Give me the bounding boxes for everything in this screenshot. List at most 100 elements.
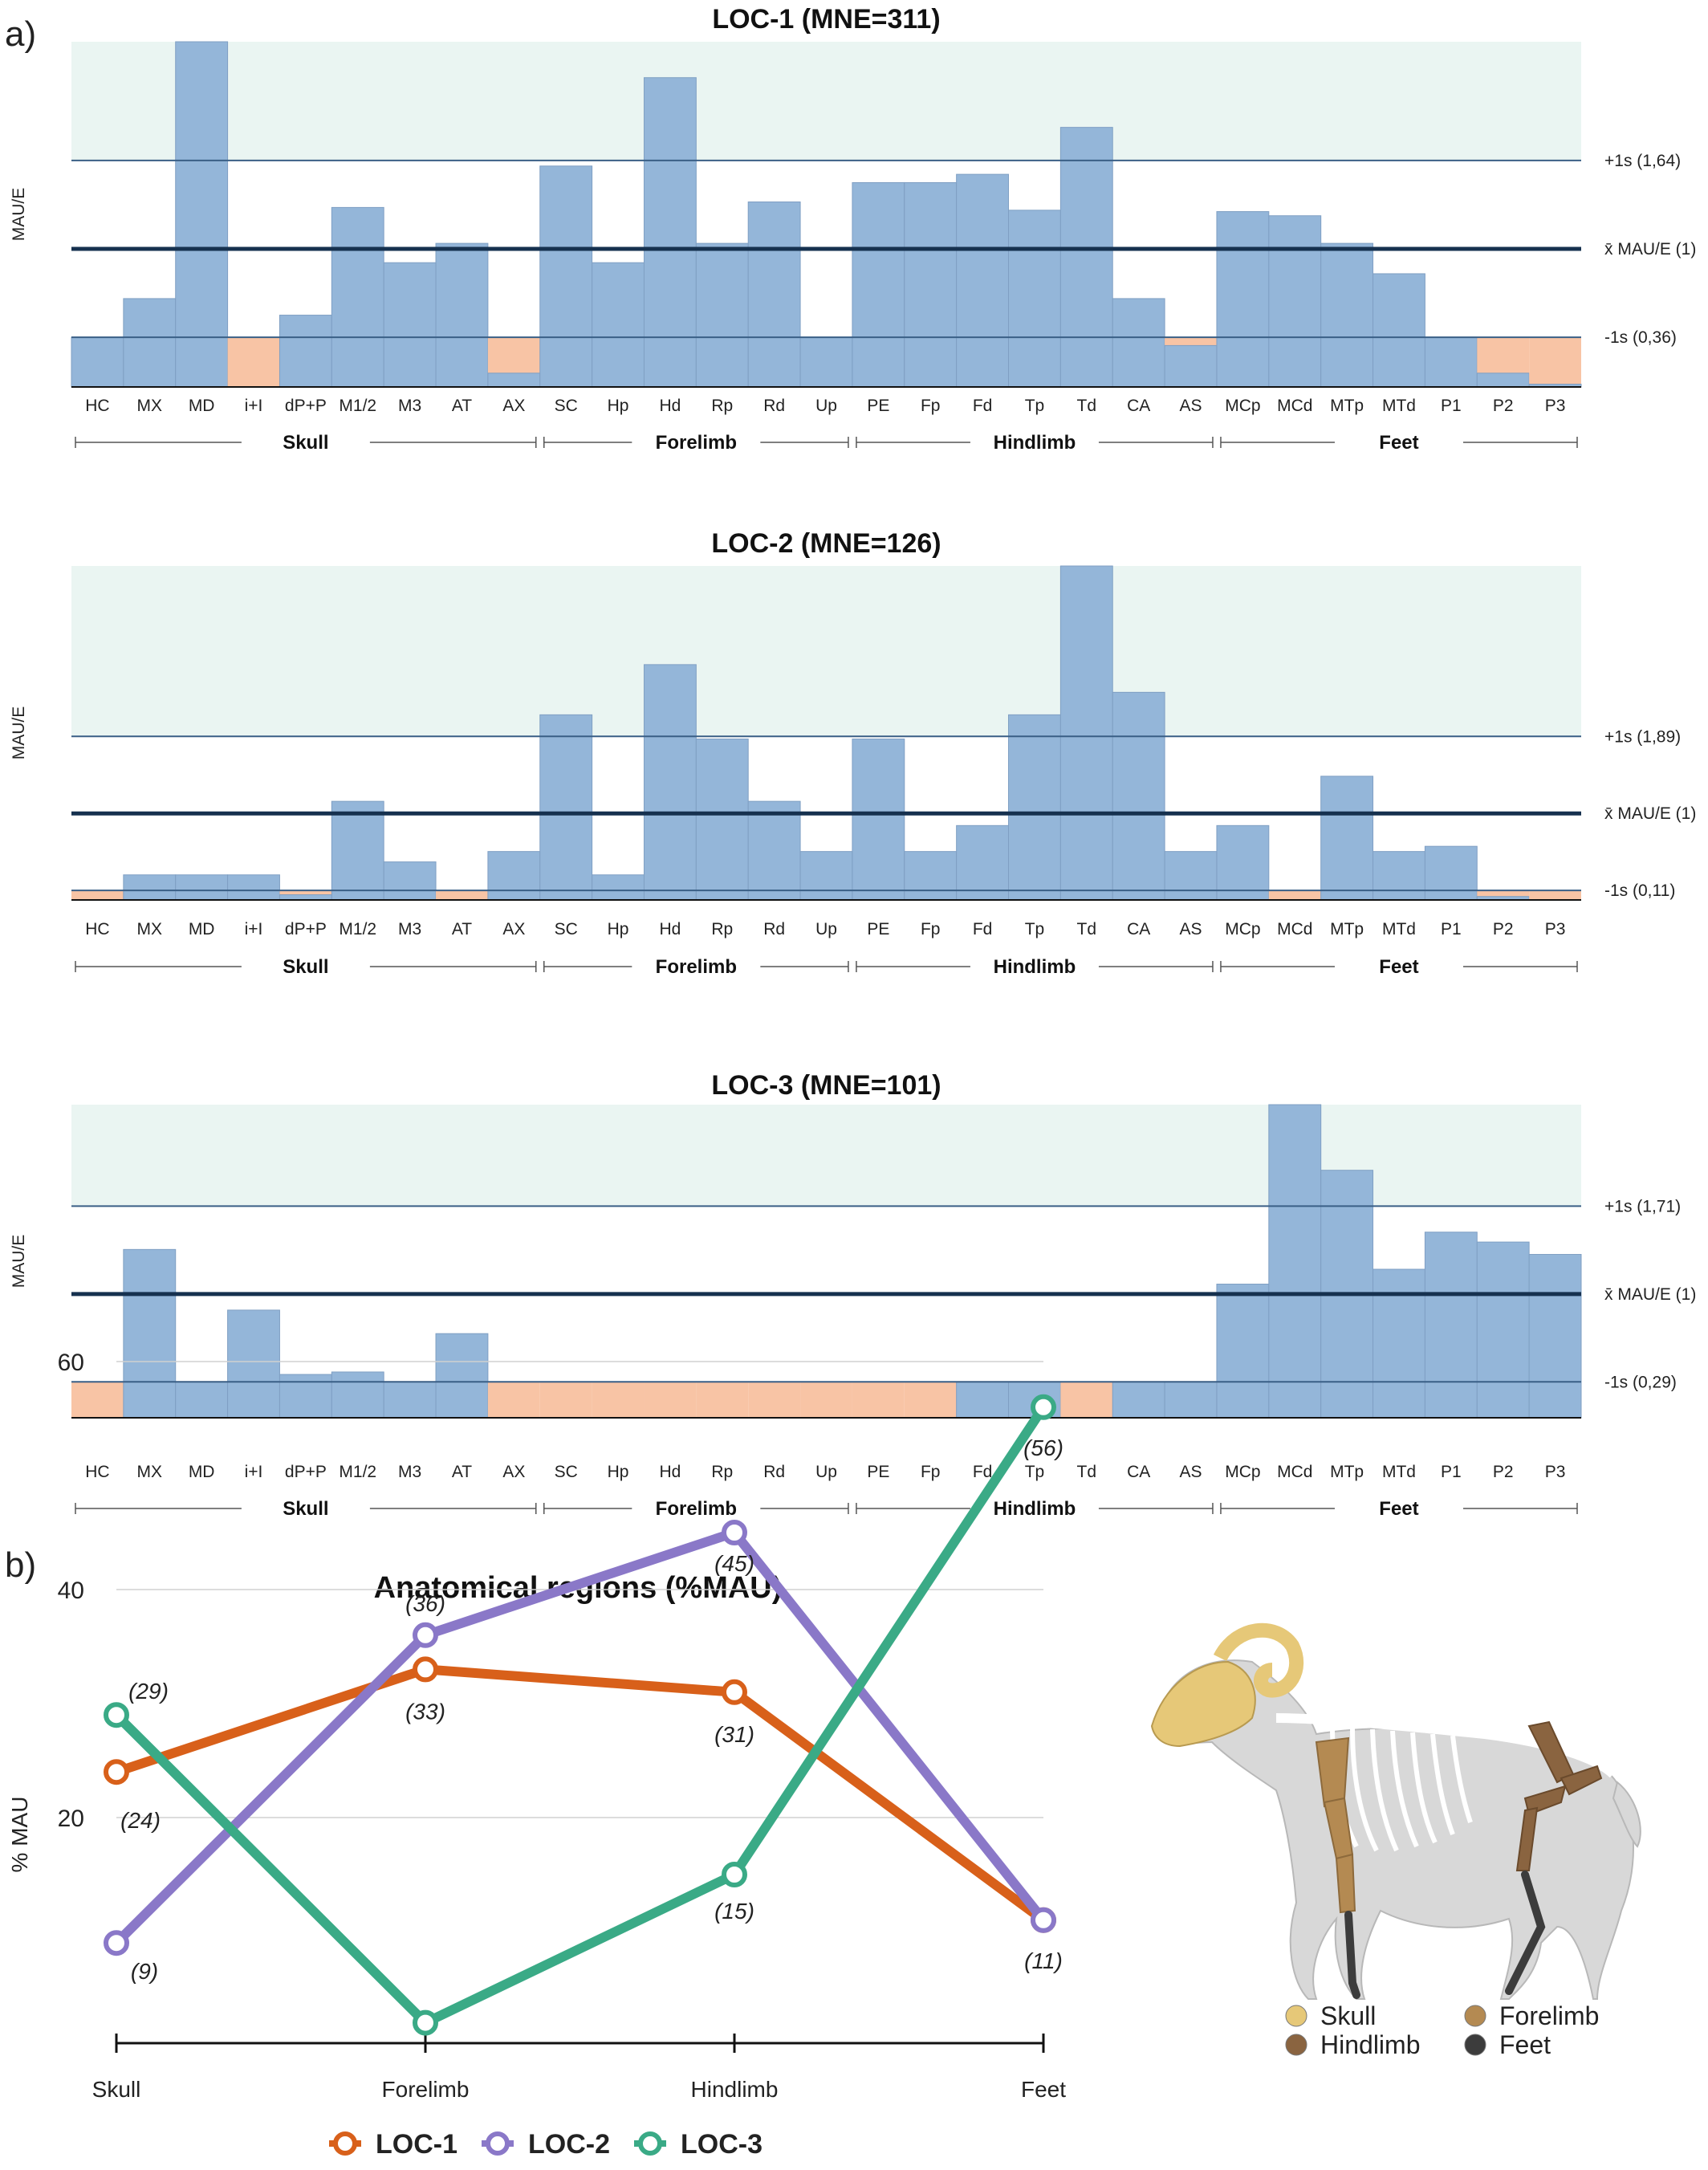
x-tick-label: MCd xyxy=(1277,1463,1312,1481)
x-tick-label: i+I xyxy=(245,920,263,938)
bar-Rd xyxy=(747,202,801,388)
bar-CA xyxy=(1112,691,1165,901)
bar-HC xyxy=(71,336,124,388)
x-tick-label: Hd xyxy=(659,397,681,415)
bar-panels: LOC-1 (MNE=311) MAU/E +1s (1,64) x̄ MAU/E (… xyxy=(10,4,1696,1520)
y-tick-label: 20 xyxy=(58,1806,84,1832)
below-minus-1s-marker-AX xyxy=(487,1382,540,1418)
data-point-LOC-3 xyxy=(104,1702,129,1728)
bar-MCd xyxy=(1268,215,1322,388)
x-tick-label: Hp xyxy=(608,920,629,938)
x-tick-label: AT xyxy=(452,1463,472,1481)
below-minus-1s-marker-P2 xyxy=(1477,890,1530,900)
hindlimb-bones xyxy=(1515,1720,1603,1871)
data-label: (11) xyxy=(1024,1948,1063,1973)
region-label-feet: Feet xyxy=(1379,956,1418,978)
below-minus-1s-marker-Hp xyxy=(592,1382,645,1418)
bar-MCp xyxy=(1216,824,1270,901)
x-tick-label: Tp xyxy=(1025,920,1045,938)
x-tick-label: P3 xyxy=(1545,397,1566,415)
x-tick-label: AX xyxy=(502,1463,525,1481)
below-minus-1s-marker-P3 xyxy=(1529,337,1581,387)
bar-MCd xyxy=(1268,1104,1322,1419)
bar-MTp xyxy=(1320,242,1374,388)
bar-Fd xyxy=(956,173,1010,388)
bar-chart-loc-1: LOC-1 (MNE=311) MAU/E +1s (1,64) x̄ MAU/E (… xyxy=(10,4,1696,454)
bar-Rp xyxy=(695,739,749,901)
x-tick-label: Td xyxy=(1077,1463,1097,1481)
chart-title: LOC-1 (MNE=311) xyxy=(712,4,940,35)
x-tick-label: Hp xyxy=(608,397,629,415)
region-label-forelimb: Forelimb xyxy=(656,1498,737,1520)
bar-AT xyxy=(435,242,489,388)
bar-PE xyxy=(852,181,905,388)
bar-P1 xyxy=(1424,845,1478,901)
x-tick-label: Rd xyxy=(763,397,785,415)
x-tick-label: P2 xyxy=(1493,920,1514,938)
below-minus-1s-marker-SC xyxy=(539,1382,592,1418)
bar-MD xyxy=(175,41,229,388)
x-tick-label: MTd xyxy=(1382,920,1416,938)
below-minus-1s-marker-Rd xyxy=(748,1382,801,1418)
region-label-skull: Skull xyxy=(283,1498,328,1520)
x-tick-label: Fp xyxy=(921,397,941,415)
region-label-forelimb: Forelimb xyxy=(656,956,737,978)
x-tick-label: P1 xyxy=(1441,920,1462,938)
bar-AX xyxy=(487,373,541,388)
series-line-LOC-3 xyxy=(112,1404,1048,2028)
x-tick-label: Skull xyxy=(92,2077,141,2102)
below-minus-1s-marker-PE xyxy=(852,1382,905,1418)
reference-line-label: x̄ MAU/E (1) xyxy=(1604,804,1696,823)
x-tick-label: M3 xyxy=(398,920,421,938)
x-tick-label: AS xyxy=(1180,920,1202,938)
bar-i+I xyxy=(227,874,280,901)
x-tick-label: CA xyxy=(1127,1463,1150,1481)
x-tick-label: MD xyxy=(189,397,215,415)
x-tick-label: MCd xyxy=(1277,397,1312,415)
x-tick-label: Fd xyxy=(973,397,993,415)
panel-label-b: b) xyxy=(5,1545,37,1585)
reference-line-label: -1s (0,36) xyxy=(1604,328,1677,347)
x-tick-label: AX xyxy=(502,920,525,938)
skeleton-legend-label: Hindlimb xyxy=(1320,2030,1420,2059)
data-point-LOC-3 xyxy=(1031,1394,1056,1420)
bar-P1 xyxy=(1424,1232,1478,1419)
x-tick-label: CA xyxy=(1127,920,1150,938)
bar-P2 xyxy=(1476,1241,1530,1419)
below-minus-1s-marker-Rp xyxy=(696,1382,749,1418)
bar-Fp xyxy=(904,181,958,388)
bar-M3 xyxy=(383,262,437,388)
data-point-LOC-1 xyxy=(722,1679,747,1705)
x-tick-label: Rp xyxy=(711,920,733,938)
legend-swatch-marker xyxy=(333,2131,357,2156)
bar-MD xyxy=(175,874,229,901)
bar-M3 xyxy=(383,861,437,901)
bar-AX xyxy=(487,851,541,901)
x-tick-label: Rd xyxy=(763,1463,785,1481)
skeleton-legend-swatch xyxy=(1285,2034,1307,2056)
bar-Td xyxy=(1059,127,1113,388)
x-tick-label: Hd xyxy=(659,1463,681,1481)
reference-line-label: +1s (1,89) xyxy=(1604,727,1681,746)
above-plus-1s-band xyxy=(71,566,1581,737)
skull-bone xyxy=(1150,1622,1304,1748)
bar-M1/2 xyxy=(331,1371,384,1419)
bar-Hd xyxy=(643,77,697,388)
data-label: (33) xyxy=(405,1699,445,1724)
bar-Rp xyxy=(695,242,749,388)
bar-CA xyxy=(1112,1381,1165,1419)
bar-dP+P xyxy=(279,1374,332,1419)
data-label: (29) xyxy=(128,1679,169,1704)
x-tick-label: Rp xyxy=(711,397,733,415)
x-tick-label: SC xyxy=(555,397,578,415)
skeleton-legend-label: Forelimb xyxy=(1499,2001,1599,2030)
x-tick-label: MD xyxy=(189,1463,215,1481)
bar-MX xyxy=(123,1248,177,1419)
legend-swatch-marker xyxy=(638,2131,662,2156)
data-point-LOC-3 xyxy=(413,2009,438,2036)
forelimb-bones xyxy=(1315,1736,1356,1914)
skeleton-legend-swatch xyxy=(1464,2034,1486,2056)
x-tick-label: MX xyxy=(137,397,163,415)
bar-MTd xyxy=(1372,1268,1425,1419)
